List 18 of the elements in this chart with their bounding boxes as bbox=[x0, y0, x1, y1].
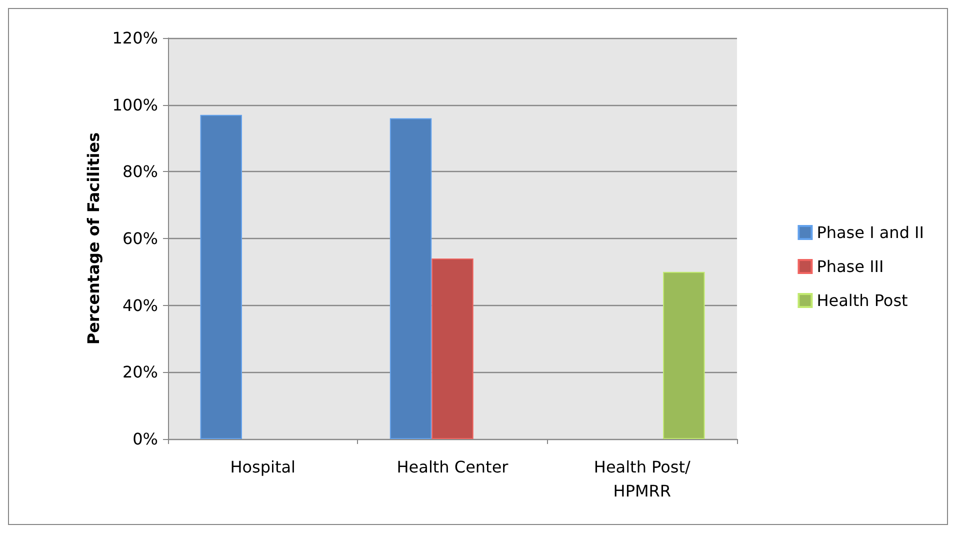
y-tick-label: 100% bbox=[112, 95, 158, 114]
bar bbox=[200, 114, 242, 439]
x-tick-label: Health Post/ HPMRR bbox=[594, 458, 692, 500]
bar bbox=[432, 258, 474, 439]
y-tick-label: 20% bbox=[122, 362, 158, 382]
x-tick-label: Hospital bbox=[230, 458, 296, 476]
bar bbox=[390, 118, 432, 439]
legend-label: Phase I and II bbox=[816, 223, 924, 242]
x-tick-label: Health Center bbox=[396, 458, 509, 476]
y-axis-title: Percentage of Facilities bbox=[84, 132, 103, 345]
legend-label: Health Post bbox=[816, 291, 908, 310]
y-tick-label: 120% bbox=[112, 28, 158, 48]
y-tick-label: 0% bbox=[132, 430, 158, 448]
y-tick-label: 40% bbox=[122, 296, 158, 315]
y-tick-label: 60% bbox=[122, 229, 158, 248]
legend-label: Phase III bbox=[816, 257, 884, 276]
bar bbox=[663, 272, 705, 439]
y-tick-label: 80% bbox=[122, 162, 158, 182]
